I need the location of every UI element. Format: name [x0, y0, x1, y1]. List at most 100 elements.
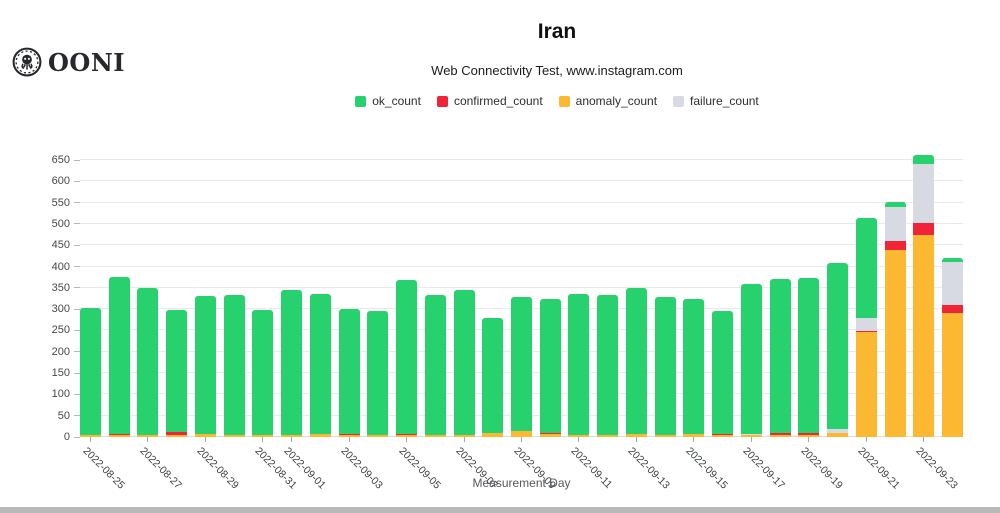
bar-2022-09-03[interactable]	[338, 309, 360, 437]
segment-anomaly_count	[338, 434, 360, 437]
bar-2022-09-19[interactable]	[798, 278, 820, 437]
gridline-350	[80, 286, 963, 288]
y-axis-tick-450: 450	[51, 239, 80, 252]
segment-ok_count	[597, 295, 619, 435]
legend-item-failure_count: failure_count	[673, 94, 759, 108]
bar-2022-09-08[interactable]	[482, 317, 504, 437]
bar-2022-08-28[interactable]	[166, 309, 188, 437]
y-axis-tick-200: 200	[51, 345, 80, 358]
y-axis-tick-mark	[74, 393, 80, 395]
segment-ok_count	[654, 297, 676, 435]
y-axis-tick-150: 150	[52, 368, 80, 379]
y-axis-tick-mark	[74, 351, 80, 353]
segment-anomaly_count	[568, 434, 590, 437]
bar-2022-09-13[interactable]	[625, 287, 647, 437]
bar-2022-08-30[interactable]	[223, 295, 245, 437]
segment-anomaly_count	[80, 435, 101, 437]
bar-2022-09-21[interactable]	[855, 217, 877, 437]
bar-2022-09-07[interactable]	[453, 289, 475, 437]
y-axis-tick-label: 200	[51, 345, 70, 358]
x-axis-tick-mark	[291, 437, 293, 442]
y-axis-tick-label: 650	[51, 154, 70, 166]
segment-anomaly_count	[137, 435, 159, 437]
segment-ok_count	[827, 262, 849, 429]
segment-anomaly_count	[625, 434, 647, 437]
y-axis-tick-label: 600	[51, 175, 70, 188]
segment-ok_count	[309, 293, 331, 435]
bar-2022-09-18[interactable]	[769, 278, 791, 437]
y-axis-tick-550: 550	[51, 196, 80, 209]
bar-2022-08-29[interactable]	[194, 296, 216, 437]
y-axis-tick-label: 550	[51, 196, 70, 209]
segment-ok_count	[511, 296, 532, 432]
bar-2022-09-05[interactable]	[396, 279, 418, 437]
bar-2022-09-22[interactable]	[884, 201, 906, 437]
segment-failure_count	[884, 206, 906, 241]
x-axis-tick-mark	[262, 437, 264, 442]
segment-anomaly_count	[396, 434, 418, 437]
segment-anomaly_count	[942, 313, 963, 437]
bar-2022-09-23[interactable]	[913, 155, 935, 437]
bar-2022-08-31[interactable]	[252, 310, 274, 437]
segment-confirmed_count	[396, 433, 418, 435]
gridline-400	[80, 265, 963, 267]
bar-2022-09-06[interactable]	[424, 295, 446, 437]
segment-anomaly_count	[855, 332, 877, 437]
y-axis-tick-label: 350	[51, 281, 70, 294]
bar-2022-09-15[interactable]	[683, 299, 705, 437]
bar-2022-09-20[interactable]	[827, 262, 849, 437]
ooni-octopus-icon	[12, 47, 42, 77]
segment-anomaly_count	[884, 250, 906, 437]
ooni-logo[interactable]: OONI	[12, 47, 125, 77]
bar-2022-09-16[interactable]	[712, 310, 734, 437]
y-axis-tick-100: 100	[52, 389, 80, 400]
bar-2022-09-11[interactable]	[568, 293, 590, 437]
bar-2022-09-10[interactable]	[539, 299, 561, 437]
bar-2022-08-25[interactable]	[80, 308, 101, 437]
y-axis-tick-label: 500	[51, 217, 70, 230]
segment-failure_count	[855, 318, 877, 332]
segment-ok_count	[625, 287, 647, 435]
segment-ok_count	[798, 278, 820, 433]
segment-anomaly_count	[367, 435, 389, 437]
bar-2022-09-02[interactable]	[309, 293, 331, 437]
segment-failure_count	[827, 428, 849, 433]
y-axis-tick-mark	[74, 223, 80, 225]
segment-ok_count	[884, 201, 906, 207]
bar-2022-09-12[interactable]	[597, 295, 619, 437]
segment-anomaly_count	[913, 235, 935, 437]
gridline-550	[80, 201, 963, 203]
y-axis-tick-600: 600	[51, 175, 80, 188]
segment-anomaly_count	[654, 434, 676, 437]
segment-confirmed_count	[798, 432, 820, 436]
y-axis-tick-label: 450	[51, 239, 70, 252]
x-axis-tick-mark	[521, 437, 522, 442]
segment-anomaly_count	[798, 435, 820, 437]
x-axis-tick-mark	[923, 437, 925, 442]
bar-2022-08-27[interactable]	[137, 287, 159, 437]
segment-ok_count	[568, 293, 590, 435]
y-axis-tick-label: 0	[63, 431, 70, 443]
x-axis-tick-mark	[865, 437, 867, 442]
segment-anomaly_count	[740, 435, 762, 437]
bar-2022-09-09[interactable]	[511, 296, 532, 437]
bar-2022-09-04[interactable]	[367, 310, 389, 437]
bar-2022-09-17[interactable]	[740, 284, 762, 437]
y-axis-tick-300: 300	[52, 304, 80, 315]
segment-anomaly_count	[769, 434, 791, 437]
bar-2022-09-24[interactable]	[942, 258, 963, 437]
x-axis-tick-mark	[204, 437, 206, 442]
x-axis-tick-mark	[750, 437, 752, 442]
x-axis-tick-mark	[693, 437, 695, 442]
chart-subtitle: Web Connectivity Test, www.instagram.com	[431, 63, 683, 78]
bar-2022-09-14[interactable]	[654, 297, 676, 437]
segment-anomaly_count	[281, 434, 303, 437]
segment-ok_count	[482, 317, 504, 433]
bar-2022-08-26[interactable]	[108, 277, 130, 437]
y-axis-tick-400: 400	[52, 261, 80, 272]
y-axis-tick-mark	[74, 308, 80, 310]
legend-label: confirmed_count	[453, 94, 543, 108]
segment-anomaly_count	[166, 434, 188, 437]
segment-ok_count	[338, 309, 360, 435]
bar-2022-09-01[interactable]	[281, 289, 303, 437]
